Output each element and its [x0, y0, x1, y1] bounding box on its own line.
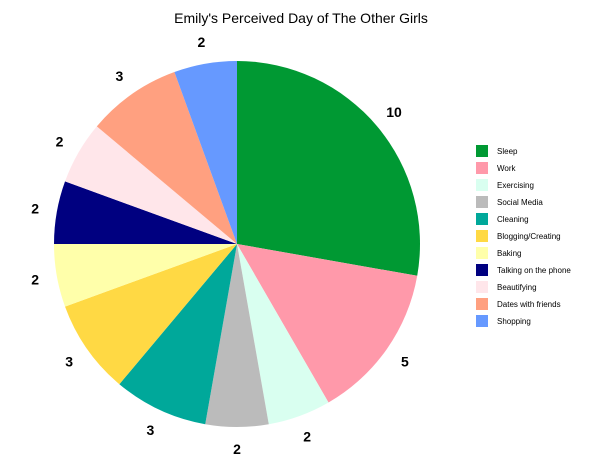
legend-label: Exercising — [497, 181, 534, 190]
legend-item-exercising: Exercising — [476, 179, 534, 191]
pie-slice-blogging-creating — [65, 244, 237, 385]
legend-label: Dates with friends — [497, 300, 561, 309]
pie-slice-shopping — [174, 61, 237, 244]
slice-value-label-sleep: 10 — [386, 104, 402, 120]
legend-item-talking-on-the-phone: Talking on the phone — [476, 264, 571, 276]
slice-value-label-work: 5 — [401, 354, 409, 370]
pie-slice-dates-with-friends — [96, 72, 237, 244]
legend-swatch — [476, 281, 488, 293]
legend-swatch — [476, 179, 488, 191]
slice-value-label-beautifying: 2 — [56, 134, 64, 150]
legend-swatch — [476, 162, 488, 174]
legend-label: Baking — [497, 249, 521, 258]
legend-item-social-media: Social Media — [476, 196, 543, 208]
slice-value-label-social-media: 2 — [233, 441, 241, 457]
legend-swatch — [476, 298, 488, 310]
slice-value-label-dates-with-friends: 3 — [116, 68, 124, 84]
slice-value-label-blogging-creating: 3 — [65, 354, 73, 370]
legend-swatch — [476, 230, 488, 242]
legend-label: Cleaning — [497, 215, 529, 224]
pie-slice-talking-on-the-phone — [54, 181, 237, 244]
legend-item-dates-with-friends: Dates with friends — [476, 298, 561, 310]
legend-swatch — [476, 315, 488, 327]
legend-item-work: Work — [476, 162, 517, 174]
legend-item-baking: Baking — [476, 247, 521, 259]
legend-item-sleep: Sleep — [476, 145, 518, 157]
chart-title: Emily's Perceived Day of The Other Girls — [174, 10, 428, 26]
legend-item-shopping: Shopping — [476, 315, 531, 327]
legend-item-cleaning: Cleaning — [476, 213, 529, 225]
legend-swatch — [476, 145, 488, 157]
pie-slice-sleep — [237, 61, 421, 276]
legend-swatch — [476, 264, 488, 276]
pie-slice-work — [237, 244, 418, 403]
legend-item-blogging-creating: Blogging/Creating — [476, 230, 561, 242]
legend-item-beautifying: Beautifying — [476, 281, 537, 293]
pie-slice-social-media — [205, 244, 269, 428]
slice-labels: 10 5 2 2 3 3 2 2 2 3 2 — [31, 34, 409, 457]
pie-slices — [54, 61, 421, 428]
legend: Sleep Work Exercising Social Media Cleaning B… — [476, 145, 571, 327]
slice-value-label-exercising: 2 — [303, 429, 311, 445]
legend-label: Blogging/Creating — [497, 232, 561, 241]
slice-value-label-shopping: 2 — [198, 34, 206, 50]
legend-swatch — [476, 213, 488, 225]
legend-label: Work — [497, 164, 517, 173]
legend-label: Shopping — [497, 317, 531, 326]
slice-value-label-talking-on-the-phone: 2 — [31, 200, 39, 216]
legend-label: Beautifying — [497, 283, 537, 292]
legend-label: Talking on the phone — [497, 266, 571, 275]
legend-swatch — [476, 196, 488, 208]
pie-slice-beautifying — [65, 126, 237, 244]
legend-label: Sleep — [497, 147, 518, 156]
legend-label: Social Media — [497, 198, 543, 207]
pie-slice-cleaning — [119, 244, 237, 425]
slice-value-label-cleaning: 3 — [147, 422, 155, 438]
legend-swatch — [476, 247, 488, 259]
slice-value-label-baking: 2 — [31, 272, 39, 288]
pie-slice-exercising — [237, 244, 329, 425]
pie-slice-baking — [54, 244, 237, 307]
